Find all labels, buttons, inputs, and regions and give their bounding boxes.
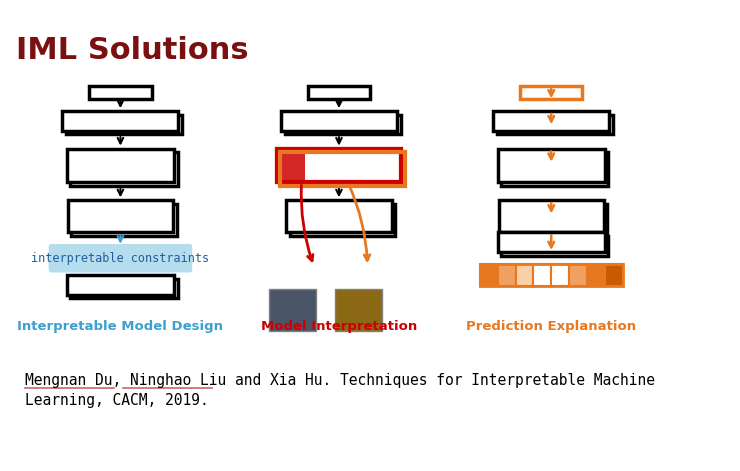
FancyBboxPatch shape (66, 114, 182, 134)
FancyBboxPatch shape (516, 265, 534, 286)
Text: Model Interpretation: Model Interpretation (260, 320, 417, 333)
FancyBboxPatch shape (67, 148, 174, 182)
FancyBboxPatch shape (286, 200, 391, 232)
FancyBboxPatch shape (498, 232, 605, 252)
FancyBboxPatch shape (498, 265, 516, 286)
FancyBboxPatch shape (62, 111, 178, 130)
Text: interpretable constraints: interpretable constraints (31, 252, 209, 265)
FancyBboxPatch shape (70, 152, 178, 186)
Text: Learning, CACM, 2019.: Learning, CACM, 2019. (25, 393, 209, 408)
FancyBboxPatch shape (277, 148, 305, 182)
FancyBboxPatch shape (335, 289, 382, 332)
FancyBboxPatch shape (90, 86, 152, 98)
FancyBboxPatch shape (480, 265, 498, 286)
FancyBboxPatch shape (499, 200, 604, 232)
FancyBboxPatch shape (497, 114, 613, 134)
FancyBboxPatch shape (494, 111, 609, 130)
FancyBboxPatch shape (551, 265, 569, 286)
FancyBboxPatch shape (605, 265, 622, 286)
FancyBboxPatch shape (308, 86, 370, 98)
FancyBboxPatch shape (569, 265, 587, 286)
Text: Interpretable Model Design: Interpretable Model Design (18, 320, 223, 333)
Text: Prediction Explanation: Prediction Explanation (466, 320, 636, 333)
FancyBboxPatch shape (290, 204, 395, 236)
FancyBboxPatch shape (501, 236, 608, 256)
FancyBboxPatch shape (71, 204, 177, 236)
FancyBboxPatch shape (502, 204, 608, 236)
FancyBboxPatch shape (520, 86, 582, 98)
FancyBboxPatch shape (498, 148, 605, 182)
FancyBboxPatch shape (277, 148, 401, 182)
FancyBboxPatch shape (501, 152, 608, 186)
Text: Mengnan Du, Ninghao Liu and Xia Hu. Techniques for Interpretable Machine: Mengnan Du, Ninghao Liu and Xia Hu. Tech… (25, 374, 655, 388)
Text: IML Solutions: IML Solutions (16, 36, 249, 65)
FancyBboxPatch shape (67, 275, 174, 295)
FancyBboxPatch shape (68, 200, 173, 232)
FancyBboxPatch shape (534, 265, 551, 286)
FancyBboxPatch shape (70, 279, 178, 299)
FancyBboxPatch shape (285, 114, 400, 134)
FancyBboxPatch shape (49, 244, 192, 273)
FancyBboxPatch shape (281, 111, 397, 130)
FancyBboxPatch shape (269, 289, 316, 332)
FancyBboxPatch shape (587, 265, 605, 286)
